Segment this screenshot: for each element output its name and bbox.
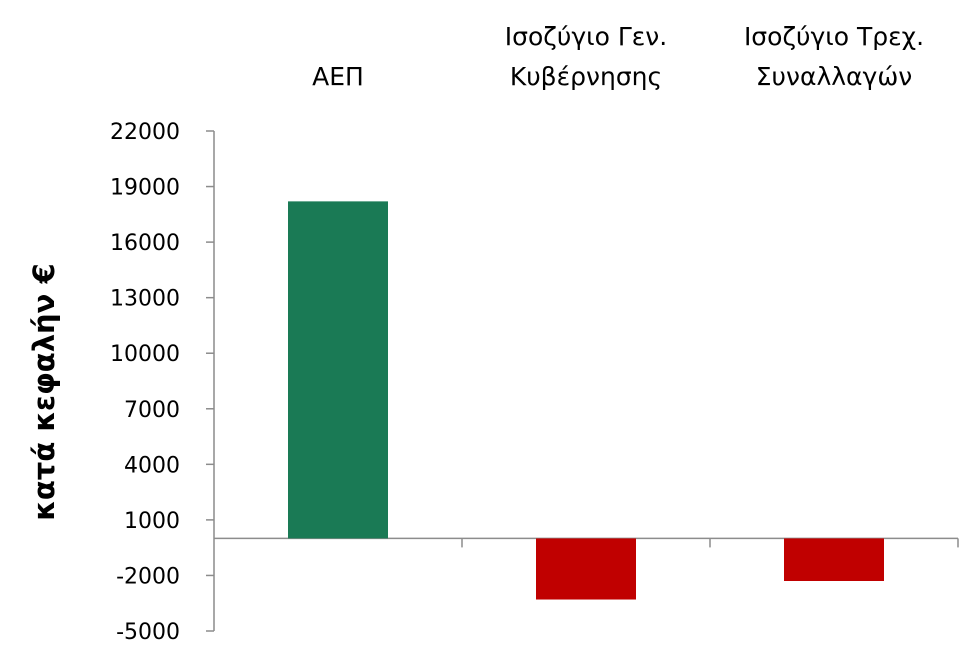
- y-tick-label: 10000: [110, 342, 180, 367]
- y-tick-label: 13000: [110, 287, 180, 312]
- bars: [288, 201, 884, 600]
- y-tick-label: 1000: [124, 509, 180, 534]
- category-labels: ΑΕΠ Ισοζύγιο Γεν. Κυβέρνησης Ισοζύγιο Τρεχ.…: [312, 22, 924, 91]
- bar: [784, 538, 884, 581]
- y-tick-label: 7000: [124, 398, 180, 423]
- category-label: Κυβέρνησης: [510, 62, 662, 91]
- category-label: Ισοζύγιο Γεν.: [505, 22, 667, 51]
- category-label: Συναλλαγών: [756, 62, 912, 91]
- y-tick-label: -2000: [116, 564, 180, 589]
- bar: [288, 201, 388, 539]
- y-tick-label: 16000: [110, 231, 180, 256]
- category-label: Ισοζύγιο Τρεχ.: [744, 22, 924, 51]
- bar: [536, 538, 636, 600]
- y-axis: 22000 19000 16000 13000 10000 7000 4000 1000 -20…: [110, 120, 215, 645]
- y-axis-title: κατά κεφαλήν €: [27, 263, 61, 520]
- y-tick-label: 19000: [110, 176, 180, 201]
- y-tick-label: 4000: [124, 453, 180, 478]
- y-tick-label: 22000: [110, 120, 180, 145]
- y-tick-label: -5000: [116, 620, 180, 645]
- category-label: ΑΕΠ: [312, 62, 364, 91]
